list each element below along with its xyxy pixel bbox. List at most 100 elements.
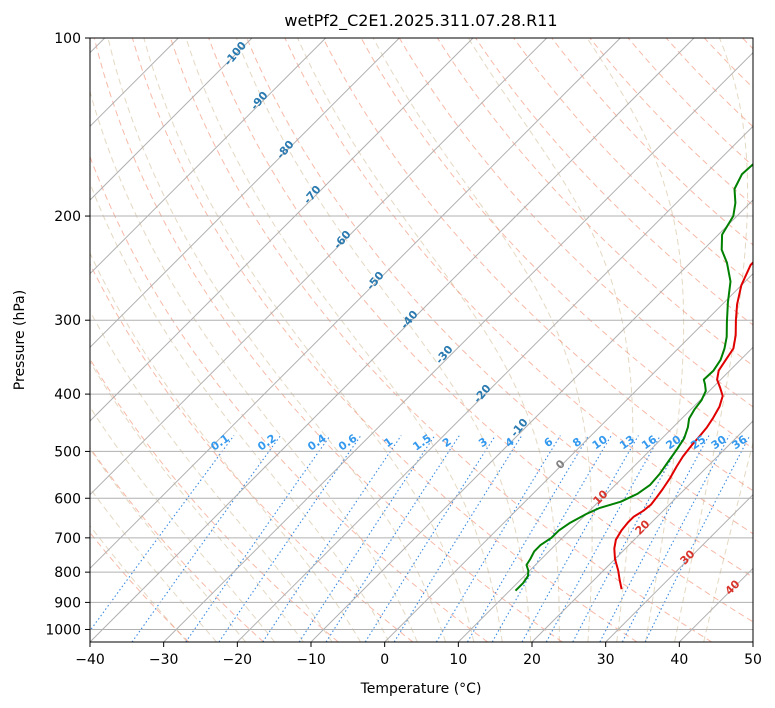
mixing-ratio-line bbox=[621, 435, 730, 642]
dry-adiabats bbox=[90, 38, 753, 642]
x-tick-label: 40 bbox=[670, 652, 688, 668]
moist-adiabat-line bbox=[185, 38, 503, 642]
moist-adiabat-line bbox=[90, 406, 275, 642]
mixing-ratio-label: 0.1 bbox=[208, 432, 231, 454]
y-tick-label: 800 bbox=[54, 565, 81, 581]
isotherm-line bbox=[90, 38, 253, 201]
isotherm-line bbox=[163, 51, 753, 642]
moist-adiabat-label: 20 bbox=[633, 517, 653, 537]
mixing-ratio-line bbox=[491, 435, 612, 642]
y-tick-label: 700 bbox=[54, 531, 81, 547]
dry-adiabat-line bbox=[665, 38, 753, 128]
isotherm-line bbox=[752, 641, 753, 642]
moist-adiabat-line bbox=[107, 38, 447, 642]
sounding-traces bbox=[514, 162, 753, 592]
dry-adiabat-line bbox=[131, 38, 638, 642]
x-axis-ticks: −40 −30 −20 −10 0 10 20 30 40 50 bbox=[75, 642, 762, 668]
dry-adiabat-label: -40 bbox=[398, 308, 421, 332]
dry-adiabat-label: -80 bbox=[274, 138, 297, 162]
y-tick-label: 100 bbox=[54, 31, 81, 47]
mixing-ratio-label: 0.2 bbox=[255, 432, 278, 454]
moist-adiabat-line bbox=[90, 448, 247, 642]
temperature-trace bbox=[613, 261, 753, 590]
dry-adiabat-line bbox=[170, 38, 712, 642]
isotherm-line bbox=[90, 38, 548, 496]
y-tick-label: 300 bbox=[54, 313, 81, 329]
mixing-ratio-line bbox=[131, 435, 282, 642]
y-tick-label: 500 bbox=[54, 444, 81, 460]
dry-adiabat-line bbox=[246, 38, 753, 578]
dry-adiabat-label: -30 bbox=[433, 343, 456, 367]
x-tick-label: 10 bbox=[449, 652, 467, 668]
dry-adiabat-line bbox=[513, 38, 753, 286]
y-tick-label: 600 bbox=[54, 491, 81, 507]
moist-adiabat-line bbox=[90, 310, 333, 642]
moist-adiabat-line bbox=[674, 38, 749, 642]
mixing-ratio-label: 16 bbox=[639, 433, 659, 453]
mixing-ratio-line bbox=[262, 435, 402, 642]
mixing-ratio-label: 0.4 bbox=[305, 431, 329, 453]
mixing-ratio-line bbox=[218, 435, 362, 642]
mixing-ratio-line bbox=[467, 435, 590, 642]
moist-adiabat-line bbox=[90, 487, 217, 642]
moist-adiabat-line bbox=[90, 252, 362, 642]
dry-adiabat-labels: -100-90-80-70-60-50-40-30-20-10 bbox=[221, 39, 530, 440]
moist-adiabat-line bbox=[586, 38, 685, 642]
moist-adiabat-line bbox=[90, 524, 188, 642]
y-tick-label: 1000 bbox=[45, 622, 81, 638]
wet-bulb-zero-label: 0 bbox=[553, 457, 568, 472]
dry-adiabat-label: -70 bbox=[301, 183, 324, 207]
chart-title: wetPf2_C2E1.2025.311.07.28.R11 bbox=[284, 11, 557, 31]
dry-adiabat-line bbox=[284, 38, 753, 535]
y-tick-label: 900 bbox=[54, 595, 81, 611]
isotherm-line bbox=[236, 125, 753, 642]
isotherm-line bbox=[90, 38, 400, 349]
mixing-ratio-line bbox=[364, 435, 496, 642]
mixing-ratio-line bbox=[90, 435, 235, 632]
moist-adiabat-line bbox=[90, 89, 418, 642]
dry-adiabat-label: -50 bbox=[364, 269, 387, 293]
mixing-ratio-label: 20 bbox=[664, 433, 684, 453]
moist-adiabat-label: 40 bbox=[723, 577, 743, 597]
moist-adiabat-line bbox=[372, 38, 593, 642]
mixing-ratio-line bbox=[298, 435, 436, 642]
dry-adiabat-label: -100 bbox=[221, 39, 249, 69]
dry-adiabat-line bbox=[436, 38, 753, 367]
isotherm-line bbox=[90, 38, 474, 422]
moist-adiabat-line bbox=[90, 360, 304, 642]
mixing-ratio-line bbox=[521, 435, 639, 642]
dry-adiabat-line bbox=[475, 38, 753, 326]
dry-adiabat-line bbox=[589, 38, 753, 206]
dry-adiabat-line bbox=[322, 38, 753, 492]
x-tick-label: −20 bbox=[223, 652, 253, 668]
x-tick-label: 50 bbox=[744, 652, 762, 668]
mixing-ratio-line bbox=[185, 435, 331, 642]
isotherm-line bbox=[310, 199, 753, 642]
x-tick-label: −30 bbox=[149, 652, 179, 668]
x-tick-label: −40 bbox=[75, 652, 105, 668]
dry-adiabat-line bbox=[90, 531, 190, 642]
y-tick-label: 200 bbox=[54, 209, 81, 225]
mixing-ratio-line bbox=[435, 435, 561, 642]
x-tick-label: 30 bbox=[597, 652, 615, 668]
isotherm-line bbox=[605, 493, 753, 642]
mixing-ratio-label: 1.5 bbox=[410, 432, 433, 454]
dewpoint-trace bbox=[514, 162, 753, 592]
mixing-ratio-label: 36 bbox=[729, 433, 749, 453]
isotherm-line bbox=[90, 38, 695, 642]
moist-adiabat-line bbox=[235, 38, 532, 642]
dry-adiabat-line bbox=[90, 262, 414, 642]
mixing-ratio-lines bbox=[90, 435, 751, 642]
y-tick-label: 400 bbox=[54, 387, 81, 403]
dry-adiabat-line bbox=[90, 358, 339, 642]
x-tick-label: 20 bbox=[523, 652, 541, 668]
moist-adiabat-line bbox=[143, 38, 475, 642]
dry-adiabat-label: -60 bbox=[331, 228, 354, 252]
dry-adiabat-line bbox=[90, 446, 264, 642]
moist-adiabat-labels: 10 20 30 40 0 bbox=[553, 457, 743, 598]
dry-adiabat-line bbox=[551, 38, 753, 246]
mixing-ratio-line bbox=[325, 435, 460, 642]
isotherm-line bbox=[457, 346, 753, 642]
moist-adiabats bbox=[90, 38, 753, 642]
moist-adiabat-line bbox=[467, 38, 634, 642]
